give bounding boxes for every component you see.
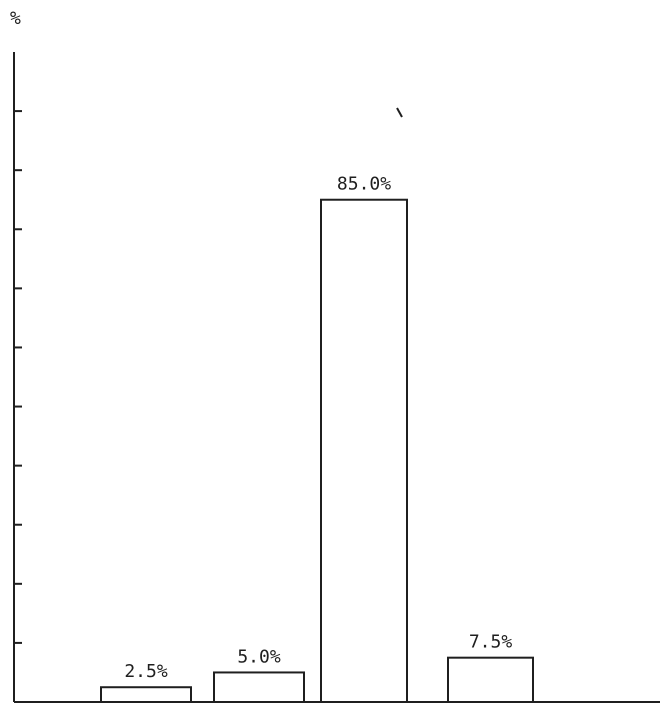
- data-label: 85.0%: [337, 174, 391, 195]
- data-label: 7.5%: [469, 632, 513, 653]
- bars-layer: [100, 198, 534, 703]
- bar: [213, 671, 305, 703]
- bar: [100, 686, 192, 703]
- y-axis-ticks: [14, 110, 22, 644]
- stray-mark: [396, 107, 403, 118]
- data-labels-layer: 2.5% 5.0% 85.0% 7.5%: [124, 174, 513, 682]
- bar: [447, 656, 534, 703]
- y-axis-label: %: [10, 8, 21, 29]
- data-label: 2.5%: [124, 661, 168, 682]
- data-label: 5.0%: [237, 646, 281, 667]
- bar: [320, 198, 408, 703]
